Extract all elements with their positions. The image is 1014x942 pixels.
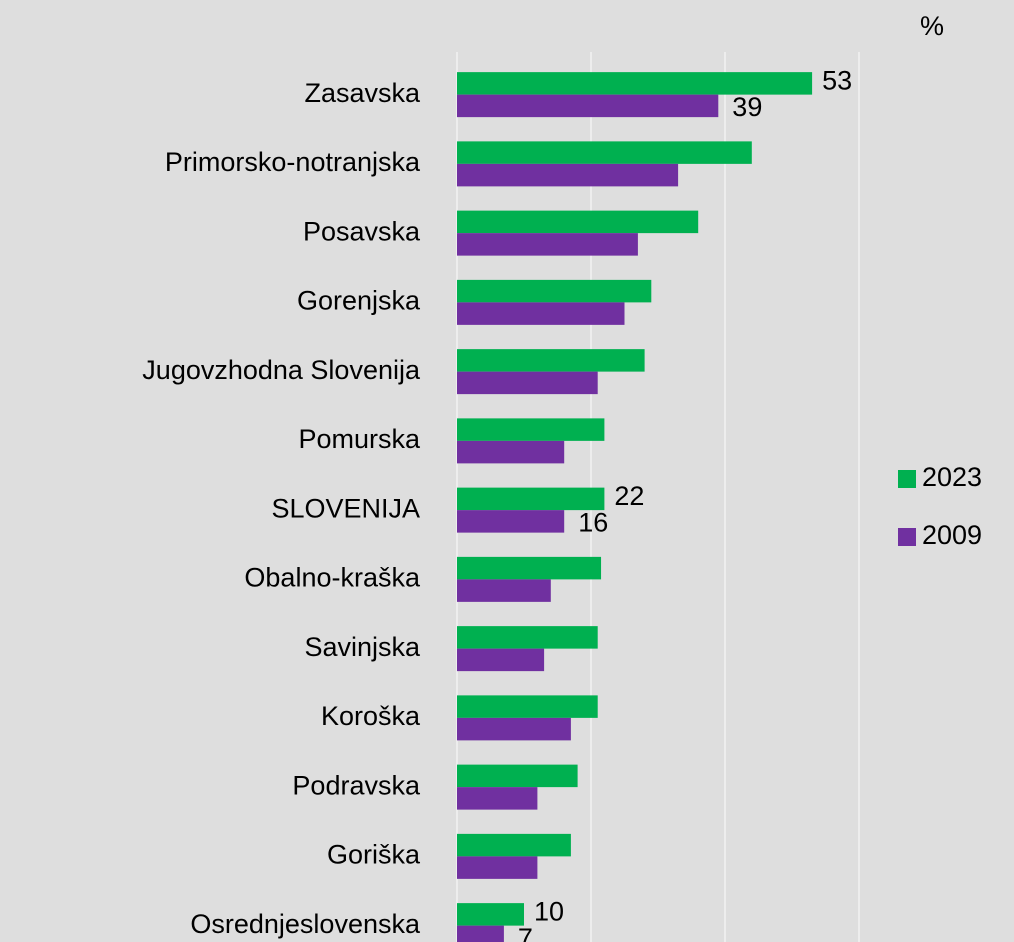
data-label: 22	[614, 481, 644, 511]
bar	[457, 349, 645, 372]
legend-label: 2023	[922, 462, 982, 492]
bar	[457, 279, 652, 303]
data-label: 7	[518, 923, 533, 942]
y-tick-label: Koroška	[321, 701, 421, 731]
bar	[457, 626, 598, 649]
bar	[457, 302, 625, 325]
bar	[457, 717, 571, 741]
bar	[457, 903, 524, 926]
bar	[457, 856, 538, 879]
y-tick-label: Pomurska	[298, 424, 421, 454]
bar	[457, 579, 551, 602]
y-tick-label: Jugovzhodna Slovenija	[142, 355, 421, 385]
bar	[457, 648, 545, 672]
bar	[457, 141, 752, 164]
legend-label: 2009	[922, 520, 982, 550]
y-tick-label: Podravska	[292, 770, 421, 800]
bar	[457, 487, 605, 511]
legend-swatch	[898, 528, 916, 546]
y-tick-label: Obalno-kraška	[244, 563, 421, 593]
y-tick-label: Posavska	[303, 216, 421, 246]
data-label: 39	[732, 92, 762, 122]
bar	[457, 695, 598, 718]
bar	[457, 787, 538, 810]
bar	[457, 510, 565, 533]
bar	[457, 833, 571, 857]
data-label: 10	[534, 896, 564, 926]
bar	[457, 764, 578, 788]
bar	[457, 371, 598, 395]
unit-label: %	[920, 11, 944, 41]
bar	[457, 925, 504, 942]
bar	[457, 94, 719, 118]
bar	[457, 556, 602, 580]
data-label: 16	[578, 507, 608, 537]
data-label: 53	[822, 65, 852, 95]
y-tick-label: Savinjska	[304, 632, 421, 662]
bar	[457, 163, 679, 187]
y-tick-label: Osrednjeslovenska	[190, 909, 421, 939]
y-tick-label: Primorsko-notranjska	[165, 147, 421, 177]
bar	[457, 418, 605, 441]
legend-swatch	[898, 470, 916, 488]
bar	[457, 233, 638, 256]
bar	[457, 440, 565, 464]
y-tick-label: Zasavska	[304, 78, 421, 108]
y-tick-label: Gorenjska	[297, 286, 421, 316]
bar	[457, 210, 699, 234]
y-tick-label: Goriška	[327, 840, 421, 870]
y-tick-label: SLOVENIJA	[271, 493, 420, 523]
bar	[457, 72, 813, 95]
